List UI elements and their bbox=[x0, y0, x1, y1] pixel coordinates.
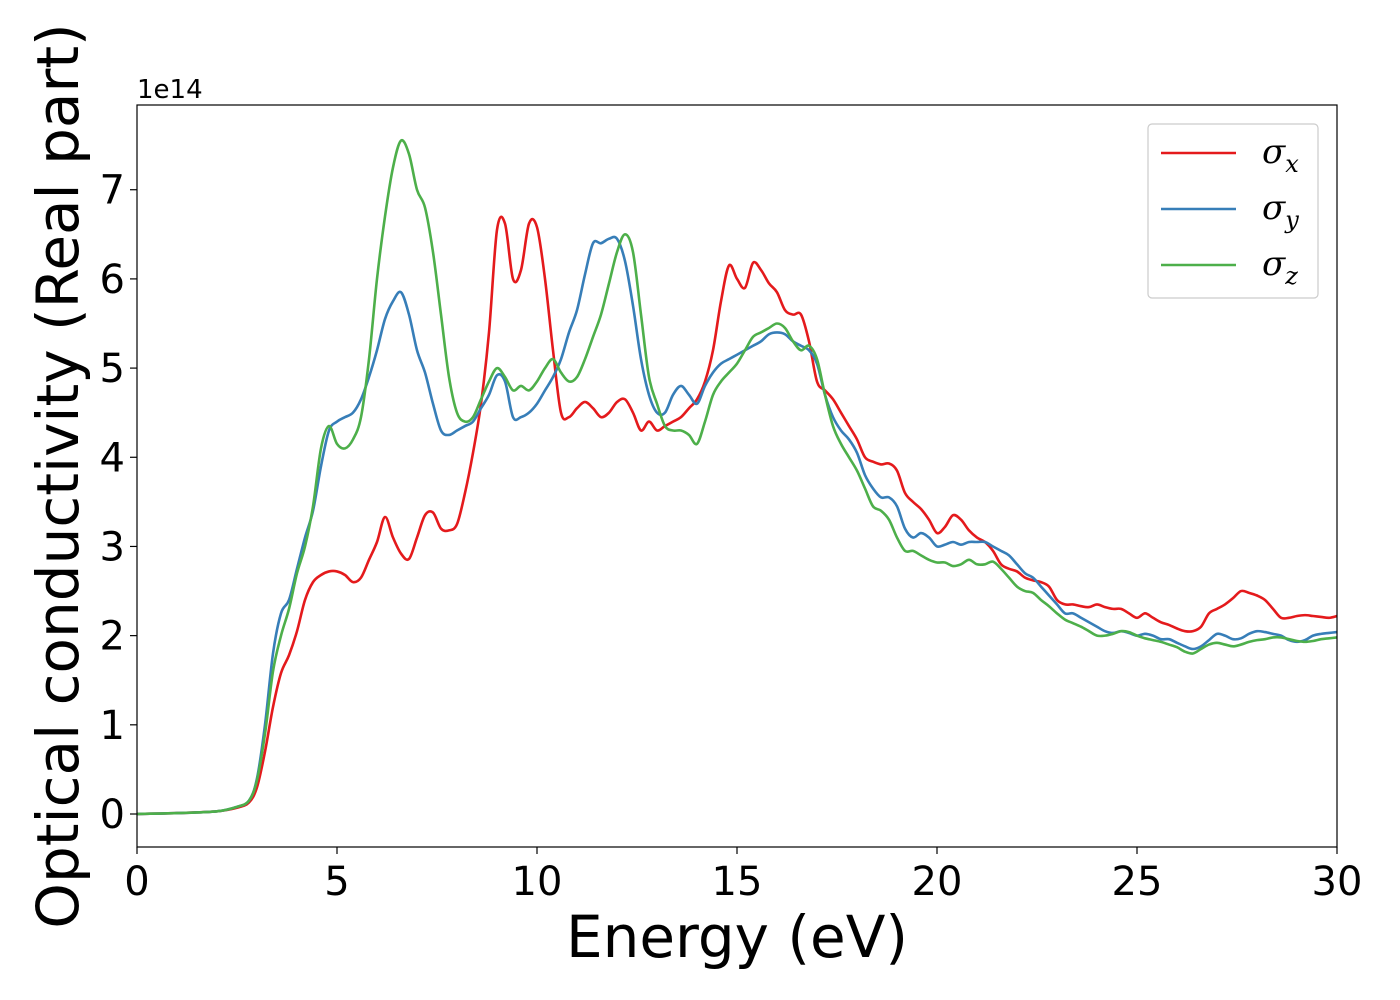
legend-subscript: y bbox=[1284, 206, 1299, 234]
y-offset-label: 1e14 bbox=[137, 75, 203, 105]
x-tick-label: 15 bbox=[712, 859, 763, 905]
legend-symbol: σ bbox=[1262, 244, 1286, 284]
plot-area bbox=[137, 105, 1337, 847]
y-tick-label: 5 bbox=[100, 346, 125, 392]
y-tick-label: 1 bbox=[100, 703, 125, 749]
x-axis-label: Energy (eV) bbox=[566, 903, 908, 971]
series-line-sigma-x bbox=[137, 215, 1337, 816]
x-tick-label: 10 bbox=[512, 859, 563, 905]
legend-symbol: σ bbox=[1262, 132, 1286, 172]
y-tick-label: 2 bbox=[100, 614, 125, 660]
legend-subscript: z bbox=[1284, 262, 1298, 290]
x-tick-label: 0 bbox=[124, 859, 149, 905]
y-tick-label: 4 bbox=[100, 435, 125, 481]
legend-label-sigma-z: σz bbox=[1262, 244, 1298, 290]
y-tick-label: 0 bbox=[100, 792, 125, 838]
x-axis-ticks: 0 5 10 15 20 25 30 bbox=[124, 847, 1362, 905]
legend-label-sigma-x: σx bbox=[1262, 132, 1299, 178]
legend-subscript: x bbox=[1285, 150, 1299, 178]
x-tick-label: 25 bbox=[1112, 859, 1163, 905]
legend-symbol: σ bbox=[1262, 188, 1286, 228]
x-tick-label: 5 bbox=[324, 859, 349, 905]
x-tick-label: 30 bbox=[1312, 859, 1363, 905]
y-axis-label: Optical conductivity (Real part) bbox=[24, 23, 92, 928]
series-line-sigma-z bbox=[137, 138, 1337, 816]
legend-label-sigma-y: σy bbox=[1262, 188, 1299, 234]
y-tick-label: 6 bbox=[100, 257, 125, 303]
series-line-sigma-y bbox=[137, 235, 1337, 816]
y-axis-ticks: 0 1 2 3 4 5 6 7 bbox=[100, 168, 137, 838]
series-layer bbox=[137, 138, 1337, 816]
y-tick-label: 7 bbox=[100, 168, 125, 214]
x-tick-label: 20 bbox=[912, 859, 963, 905]
legend-frame bbox=[1147, 123, 1319, 299]
y-tick-label: 3 bbox=[100, 524, 125, 570]
